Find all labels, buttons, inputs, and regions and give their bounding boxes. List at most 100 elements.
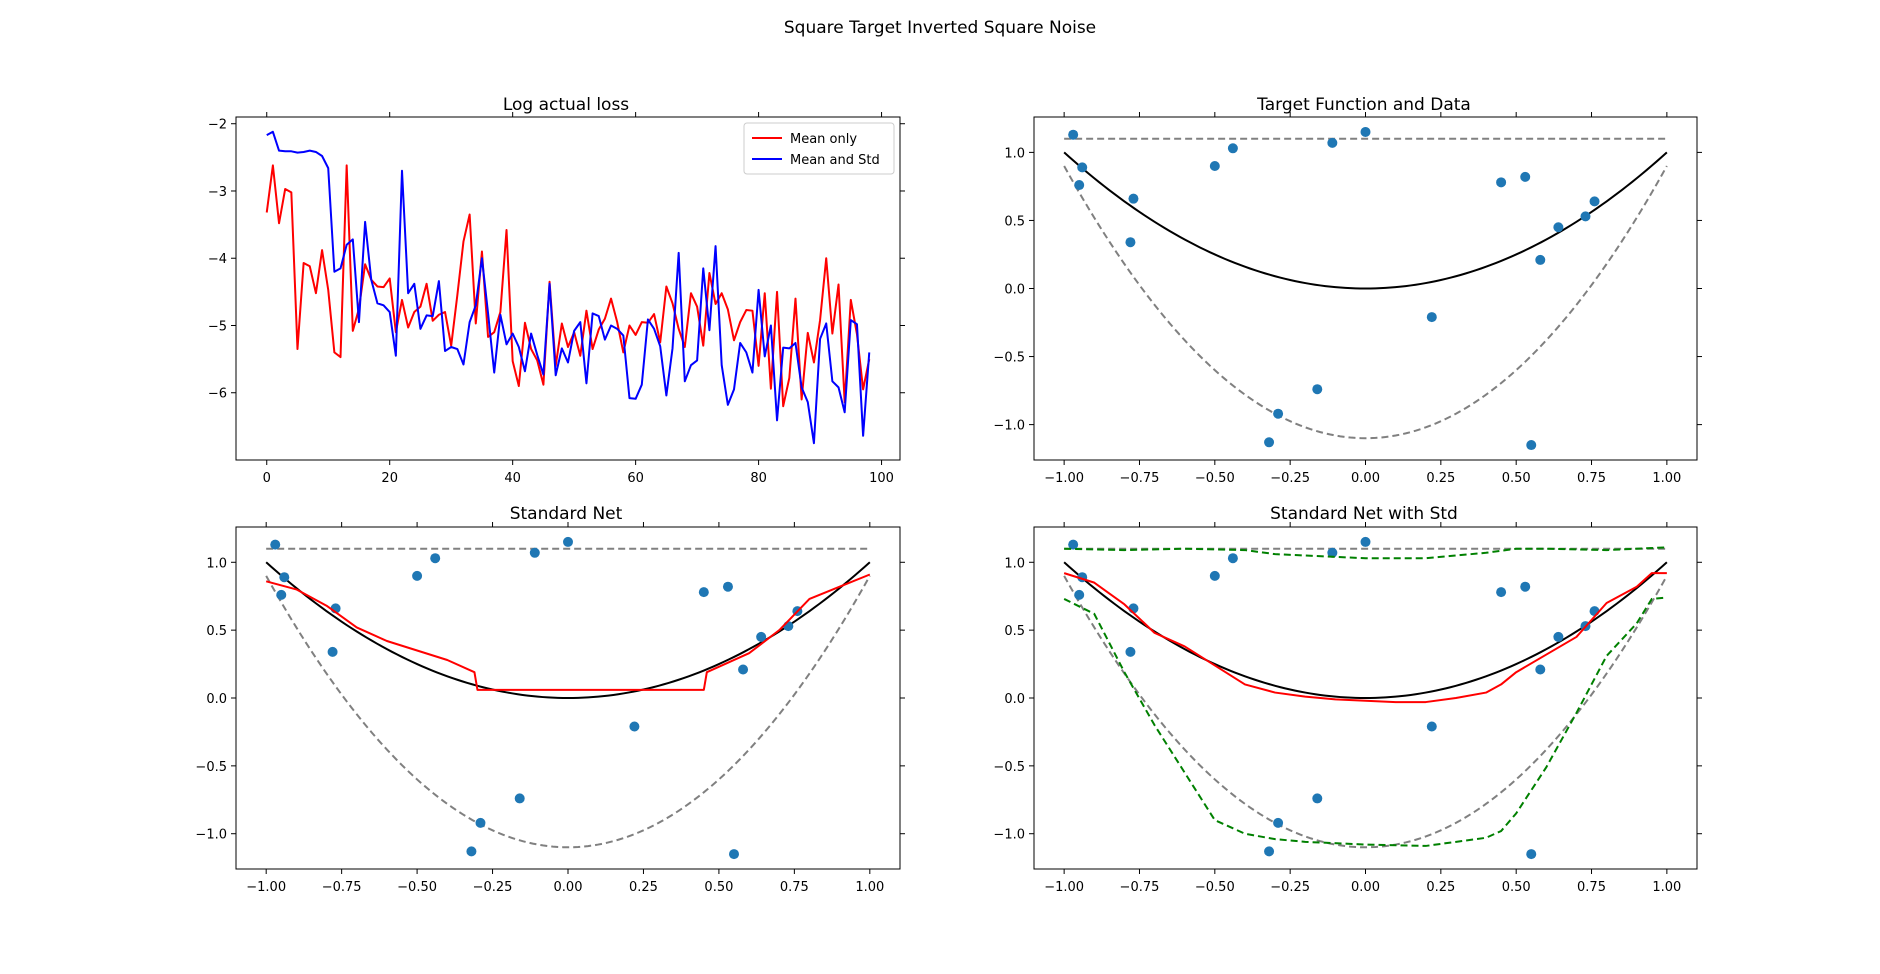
prediction-mean-line: [1063, 572, 1667, 704]
x-tick-label: 100: [869, 471, 894, 486]
x-tick-label: 80: [750, 471, 767, 486]
data-point: [1520, 171, 1531, 182]
x-tick-label: −0.50: [1195, 880, 1235, 895]
x-tick-label: 0.25: [1426, 471, 1455, 486]
data-point: [698, 587, 709, 598]
data-point: [1360, 536, 1371, 547]
axes-frame: [235, 116, 901, 461]
data-point: [1312, 384, 1323, 395]
y-tick-label: −0.5: [993, 351, 1025, 366]
x-tick-label: 60: [627, 471, 644, 486]
y-tick-label: −1.0: [195, 828, 227, 843]
x-tick-label: −1.00: [246, 880, 286, 895]
y-tick-label: 1.0: [1004, 146, 1025, 161]
data-point: [514, 793, 525, 804]
x-tick-label: −0.50: [397, 880, 437, 895]
data-point: [1128, 193, 1139, 204]
x-tick-label: −0.75: [1120, 880, 1160, 895]
data-point: [1535, 664, 1546, 675]
y-tick-label: −3: [208, 185, 227, 200]
data-point: [279, 572, 290, 583]
x-tick-label: 0.75: [1577, 471, 1606, 486]
prediction-lower-std-line: [1063, 596, 1667, 847]
data-point: [270, 539, 281, 550]
x-tick-label: −0.50: [1195, 471, 1235, 486]
plot-area: [1063, 536, 1668, 860]
x-tick-label: 0.00: [554, 880, 583, 895]
data-point: [1580, 211, 1591, 222]
y-tick-label: 1.0: [206, 556, 227, 571]
legend-label: Mean only: [790, 132, 857, 147]
data-point: [1360, 126, 1371, 137]
axes-frame: [1033, 526, 1698, 870]
data-point: [276, 589, 287, 600]
chart-title: Standard Net with Std: [1270, 504, 1458, 524]
chart-log-actual-loss: Log actual loss 0 20 40 60 80 100 −6 −5 −4 −3 −2 Me…: [208, 95, 905, 486]
legend: Mean only Mean and Std: [743, 122, 895, 175]
x-tick-label: 1.00: [1652, 471, 1681, 486]
x-tick-label: 1.00: [1652, 880, 1681, 895]
data-point: [1273, 408, 1284, 419]
chart-standard-net-with-std: Standard Net with Std −1.00 −0.75 −0.50 −0.…: [993, 504, 1702, 895]
data-point: [1125, 237, 1136, 248]
data-point: [1327, 137, 1338, 148]
noise-lower-bound-line: [1063, 165, 1668, 440]
plot-area: [265, 130, 871, 445]
x-tick-label: 0.25: [629, 880, 658, 895]
x-tick-label: 0.75: [780, 880, 809, 895]
y-tick-label: −4: [208, 252, 227, 267]
y-tick-label: 0.5: [1004, 214, 1025, 229]
data-point: [1535, 254, 1546, 265]
x-tick-label: 40: [504, 471, 521, 486]
x-tick-label: 20: [381, 471, 398, 486]
prediction-mean-line: [265, 573, 871, 691]
data-point: [1327, 547, 1338, 558]
data-point: [1553, 222, 1564, 233]
x-tick-label: −0.25: [473, 880, 513, 895]
x-tick-label: −0.75: [322, 880, 362, 895]
x-tick-label: −0.25: [1270, 471, 1310, 486]
x-tick-label: −0.25: [1270, 880, 1310, 895]
y-tick-label: −5: [208, 319, 227, 334]
data-point: [1227, 553, 1238, 564]
data-point: [1426, 721, 1437, 732]
data-point: [1312, 793, 1323, 804]
data-point: [738, 664, 749, 675]
data-point: [1077, 162, 1088, 173]
y-tick-label: −6: [208, 387, 227, 402]
y-tick-label: −2: [208, 118, 227, 133]
legend-box: [743, 122, 895, 175]
x-tick-label: 0.00: [1351, 471, 1380, 486]
data-point: [783, 621, 794, 632]
data-point: [1209, 570, 1220, 581]
chart-target-function-and-data: Target Function and Data −1.00 −0.75 −0.50…: [993, 95, 1702, 486]
x-tick-label: −1.00: [1044, 880, 1084, 895]
data-point: [1426, 312, 1437, 323]
data-point: [729, 849, 739, 860]
data-point: [1264, 437, 1275, 448]
legend-label: Mean and Std: [790, 153, 880, 168]
data-point: [327, 646, 338, 657]
y-tick-label: −1.0: [993, 828, 1025, 843]
y-tick-label: −0.5: [993, 760, 1025, 775]
plot-area: [1063, 126, 1668, 451]
data-point: [1589, 196, 1600, 207]
y-tick-label: −0.5: [195, 760, 227, 775]
data-point: [466, 846, 477, 857]
chart-title: Log actual loss: [503, 95, 629, 115]
chart-standard-net: Standard Net −1.00 −0.75 −0.50 −0.25 0.00 0.2…: [195, 504, 905, 895]
x-tick-label: 0.00: [1351, 880, 1380, 895]
data-point: [629, 721, 640, 732]
series-line-mean-and-std: [266, 130, 871, 445]
x-tick-label: 0.50: [704, 880, 733, 895]
axes-frame: [1033, 116, 1698, 461]
data-point: [1496, 177, 1507, 188]
noise-lower-bound-line: [265, 575, 871, 849]
data-point: [1526, 440, 1537, 451]
x-tick-label: −1.00: [1044, 471, 1084, 486]
plot-area: [265, 536, 871, 860]
data-point: [722, 581, 733, 592]
y-tick-label: 1.0: [1004, 556, 1025, 571]
data-point: [756, 631, 767, 642]
data-point: [1273, 817, 1284, 828]
